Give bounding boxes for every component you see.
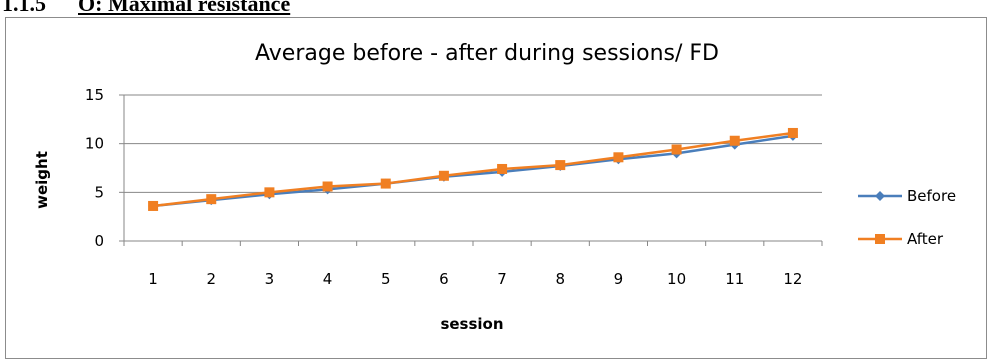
- x-axis-label: session: [440, 315, 503, 333]
- legend-marker-before: [875, 191, 885, 201]
- section-number: 1.1.5: [2, 0, 46, 16]
- chart-frame: [5, 17, 987, 359]
- y-axis-ticks: 0 5 10 15: [85, 86, 104, 250]
- x-tick-label: 3: [265, 270, 275, 288]
- section-heading: 1.1.5 O: Maximal resistance: [2, 0, 290, 17]
- x-tick-label: 11: [725, 270, 744, 288]
- series-line-before: [152, 134, 794, 208]
- legend-marker-after: [875, 234, 885, 244]
- y-axis-label: weight: [33, 151, 51, 209]
- data-point-after: [671, 144, 682, 155]
- data-point-after: [380, 178, 391, 189]
- data-point-after: [264, 187, 275, 198]
- x-tick-label: 6: [439, 270, 449, 288]
- legend-label-after: After: [907, 230, 944, 248]
- data-point-after: [555, 160, 566, 171]
- gridlines: [119, 94, 823, 246]
- data-point-after: [438, 170, 449, 181]
- data-point-after: [613, 152, 624, 163]
- legend-label-before: Before: [907, 187, 956, 205]
- data-point-after: [787, 127, 798, 138]
- chart-title: Average before - after during sessions/ …: [255, 41, 719, 66]
- x-tick-label: 7: [497, 270, 507, 288]
- x-tick-label: 12: [783, 270, 802, 288]
- x-tick-label: 1: [148, 270, 158, 288]
- x-tick-label: 9: [614, 270, 624, 288]
- series-group: [148, 127, 798, 211]
- y-tick-label: 15: [85, 86, 104, 104]
- x-tick-label: 10: [667, 270, 686, 288]
- x-tick-label: 5: [381, 270, 391, 288]
- series-line-after: [152, 131, 794, 208]
- data-point-after: [729, 135, 740, 146]
- data-point-after: [322, 181, 333, 192]
- data-point-after: [148, 200, 159, 211]
- x-tick-label: 8: [555, 270, 565, 288]
- x-tick-label: 2: [206, 270, 216, 288]
- data-point-after: [206, 194, 217, 205]
- y-tick-label: 10: [85, 135, 104, 153]
- data-point-after: [497, 163, 508, 174]
- section-title: O: Maximal resistance: [78, 0, 291, 16]
- x-tick-label: 4: [323, 270, 333, 288]
- y-tick-label: 0: [94, 232, 104, 250]
- legend: Before After: [858, 187, 956, 248]
- y-tick-label: 5: [94, 183, 104, 201]
- x-axis-ticks: 1 2 3 4 5 6 7 8 9 10 11 12: [148, 270, 802, 288]
